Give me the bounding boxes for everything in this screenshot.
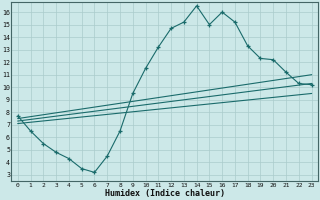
X-axis label: Humidex (Indice chaleur): Humidex (Indice chaleur) xyxy=(105,189,225,198)
